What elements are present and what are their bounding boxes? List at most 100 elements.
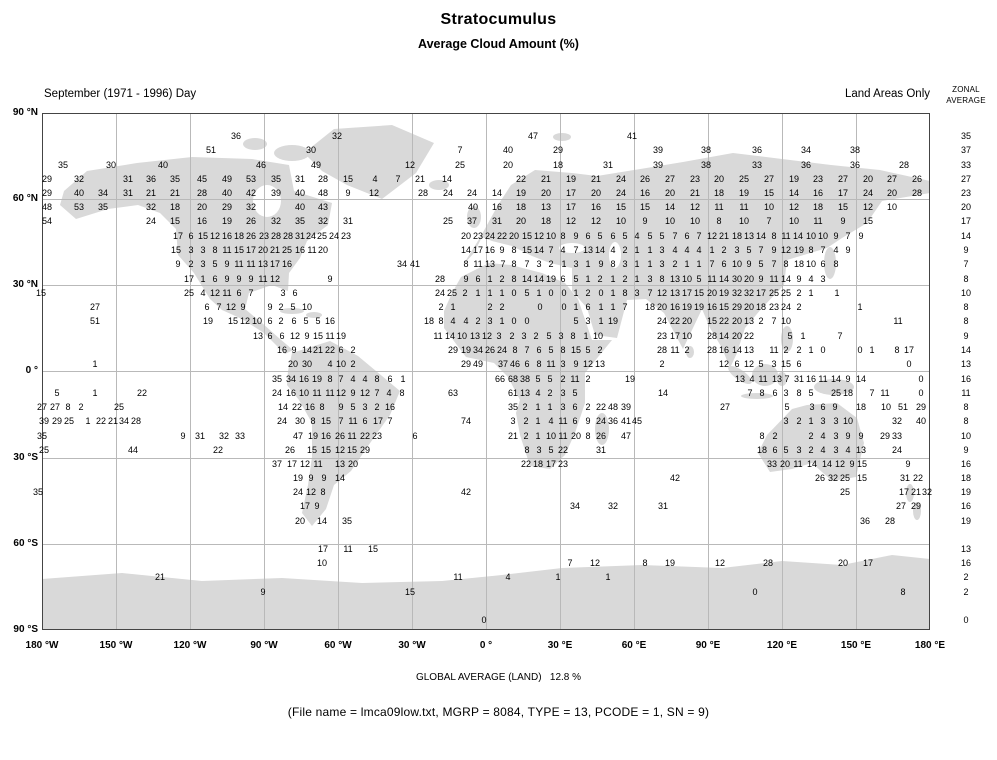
cell-value: 38 bbox=[519, 374, 531, 384]
cell-value: 18 bbox=[552, 160, 564, 170]
cell-value: 19 bbox=[693, 302, 705, 312]
cell-value: 5 bbox=[315, 316, 321, 326]
cell-value: 14 bbox=[491, 188, 503, 198]
borneo-shape bbox=[752, 364, 778, 386]
cell-value: 7 bbox=[338, 374, 344, 384]
cell-value: 9 bbox=[585, 416, 591, 426]
cell-value: 0 bbox=[548, 288, 554, 298]
cell-value: 8 bbox=[808, 245, 814, 255]
cell-value: 12 bbox=[862, 202, 874, 212]
cell-value: 3 bbox=[188, 245, 194, 255]
cell-value: 29 bbox=[221, 202, 233, 212]
cell-value: 2 bbox=[796, 416, 802, 426]
cell-value: 31 bbox=[602, 160, 614, 170]
cell-value: 19 bbox=[607, 316, 619, 326]
cell-value: 13 bbox=[855, 445, 867, 455]
cell-value: 15 bbox=[521, 245, 533, 255]
cell-value: 16 bbox=[669, 302, 681, 312]
cell-value: 6 bbox=[412, 431, 418, 441]
cell-value: 35 bbox=[169, 174, 181, 184]
cell-value: 25 bbox=[113, 402, 125, 412]
cell-value: 12 bbox=[656, 288, 668, 298]
cell-value: 8 bbox=[327, 374, 333, 384]
cell-value: 19 bbox=[681, 302, 693, 312]
iceland-shape bbox=[429, 180, 449, 190]
cell-value: 9 bbox=[840, 216, 846, 226]
cell-value: 1 bbox=[92, 388, 98, 398]
cell-value: 13 bbox=[252, 331, 264, 341]
cell-value: 13 bbox=[519, 388, 531, 398]
cell-value: 22 bbox=[520, 459, 532, 469]
zonal-average-value: 19 bbox=[960, 487, 972, 497]
cell-value: 1 bbox=[647, 259, 653, 269]
cell-value: 14 bbox=[460, 245, 472, 255]
cell-value: 24 bbox=[656, 316, 668, 326]
cell-value: 9 bbox=[240, 302, 246, 312]
cell-value: 13 bbox=[484, 259, 496, 269]
cell-value: 12 bbox=[565, 216, 577, 226]
cell-value: 39 bbox=[652, 145, 664, 155]
cell-value: 27 bbox=[763, 174, 775, 184]
cell-value: 17 bbox=[681, 288, 693, 298]
cell-value: 2 bbox=[523, 416, 529, 426]
cell-value: 5 bbox=[303, 316, 309, 326]
cell-value: 22 bbox=[136, 388, 148, 398]
cell-value: 4 bbox=[833, 245, 839, 255]
cell-value: 3 bbox=[560, 402, 566, 412]
period-label: September (1971 - 1996) Day bbox=[44, 88, 197, 100]
cell-value: 11 bbox=[893, 316, 903, 326]
cell-value: 8 bbox=[771, 231, 777, 241]
latitude-label: 0 ° bbox=[25, 365, 38, 376]
cell-value: 9 bbox=[308, 473, 314, 483]
cell-value: 10 bbox=[689, 216, 701, 226]
cell-value: 32 bbox=[921, 487, 933, 497]
cell-value: 24 bbox=[615, 188, 627, 198]
cell-value: 15 bbox=[521, 231, 533, 241]
cell-value: 23 bbox=[258, 231, 270, 241]
cell-value: 3 bbox=[560, 359, 566, 369]
cell-value: 28 bbox=[282, 231, 294, 241]
cell-value: 41 bbox=[626, 131, 638, 141]
cell-value: 16 bbox=[221, 231, 233, 241]
cell-value: 2 bbox=[78, 402, 84, 412]
australia-shape bbox=[758, 403, 864, 481]
cell-value: 1 bbox=[85, 416, 91, 426]
cell-value: 10 bbox=[886, 202, 898, 212]
cell-value: 12 bbox=[299, 459, 311, 469]
cell-value: 49 bbox=[472, 359, 484, 369]
cell-value: 7 bbox=[758, 245, 764, 255]
cell-value: 8 bbox=[399, 388, 405, 398]
cell-value: 2 bbox=[597, 274, 603, 284]
cell-value: 16 bbox=[324, 316, 336, 326]
britain-shape bbox=[467, 206, 481, 228]
cell-value: 10 bbox=[805, 231, 817, 241]
cell-value: 26 bbox=[334, 431, 346, 441]
cell-value: 8 bbox=[320, 487, 326, 497]
cell-value: 11 bbox=[818, 374, 828, 384]
cell-value: 14 bbox=[521, 274, 533, 284]
cell-value: 11 bbox=[793, 459, 803, 469]
zonal-average-header: ZONAL AVERAGE bbox=[938, 84, 994, 106]
cell-value: 35 bbox=[57, 160, 69, 170]
new-zealand-shape bbox=[913, 502, 921, 520]
cell-value: 42 bbox=[245, 188, 257, 198]
cell-value: 5 bbox=[546, 331, 552, 341]
cell-value: 49 bbox=[221, 174, 233, 184]
cell-value: 2 bbox=[499, 274, 505, 284]
cell-value: 2 bbox=[374, 402, 380, 412]
cell-value: 20 bbox=[862, 174, 874, 184]
cell-value: 24 bbox=[145, 216, 157, 226]
cell-value: 3 bbox=[647, 274, 653, 284]
cell-value: 4 bbox=[505, 572, 511, 582]
cell-value: 36 bbox=[800, 160, 812, 170]
zonal-average-value: 16 bbox=[960, 374, 972, 384]
cell-value: 5 bbox=[622, 231, 628, 241]
cell-value: 13 bbox=[734, 374, 746, 384]
cell-value: 15 bbox=[320, 445, 332, 455]
cell-value: 29 bbox=[41, 188, 53, 198]
cell-value: 5 bbox=[573, 316, 579, 326]
cell-value: 8 bbox=[783, 259, 789, 269]
cell-value: 24 bbox=[276, 416, 288, 426]
cell-value: 20 bbox=[508, 231, 520, 241]
